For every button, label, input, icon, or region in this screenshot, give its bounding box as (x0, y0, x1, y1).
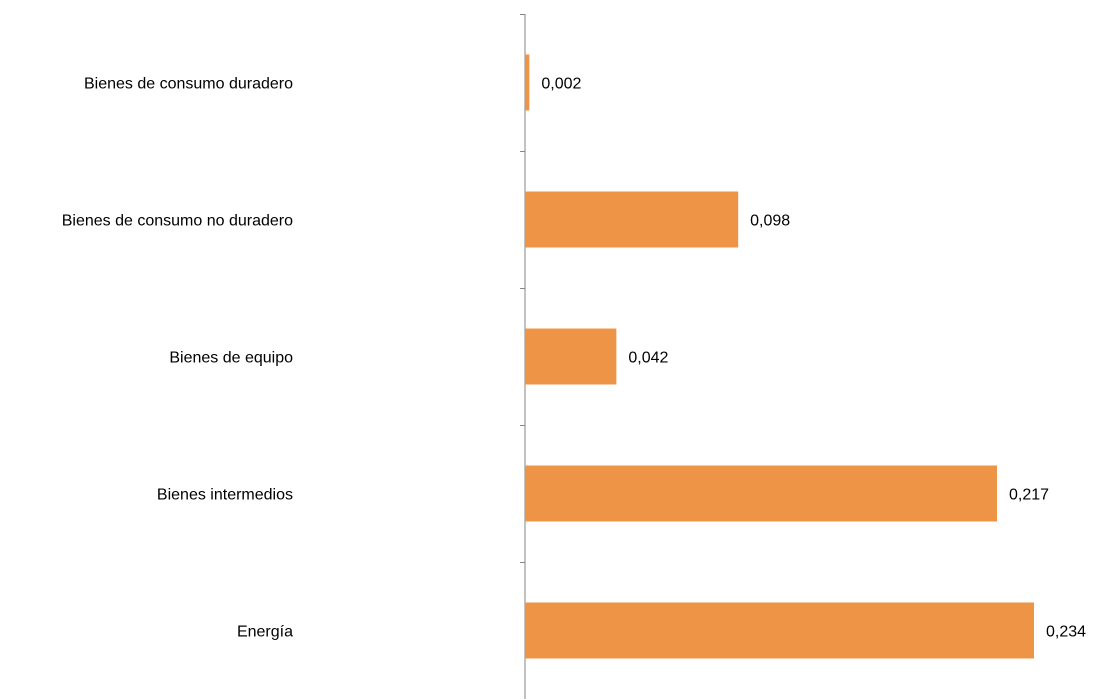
category-label: Bienes de consumo no duradero (62, 213, 293, 230)
bar-4 (525, 465, 998, 522)
data-label: 0,042 (628, 350, 668, 367)
category-label: Energía (237, 624, 293, 641)
bar-1 (525, 54, 530, 111)
data-label: 0,098 (750, 213, 790, 230)
category-label: Bienes intermedios (157, 487, 293, 504)
data-label: 0,217 (1009, 487, 1049, 504)
data-label: 0,234 (1046, 624, 1086, 641)
bar-5 (525, 602, 1034, 659)
bars (525, 54, 1034, 659)
bar-2 (525, 191, 739, 248)
category-label: Bienes de consumo duradero (84, 76, 293, 93)
category-labels: Bienes de consumo duradero Bienes de cons… (62, 76, 293, 641)
data-label: 0,002 (541, 76, 581, 93)
category-axis (520, 14, 526, 699)
value-labels: 0,002 0,098 0,042 0,217 0,234 (541, 76, 1086, 641)
bar-3 (525, 328, 617, 385)
category-label: Bienes de equipo (169, 350, 293, 367)
